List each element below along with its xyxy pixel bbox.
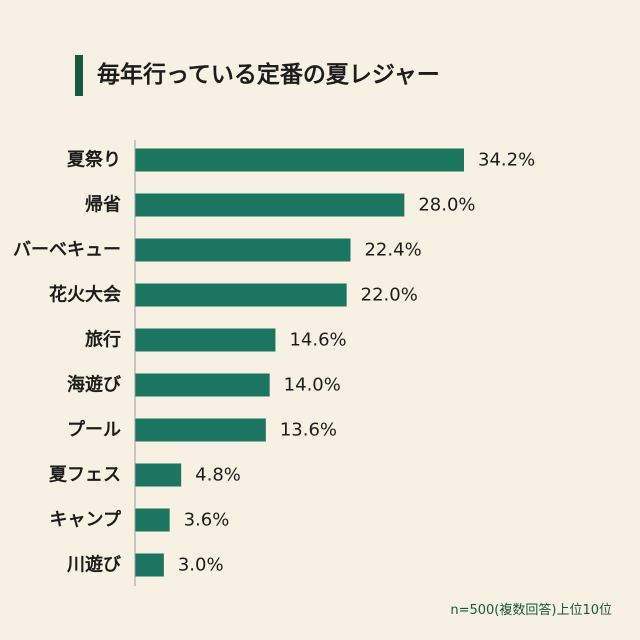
value-label: 3.6% [184,510,230,531]
category-label: 夏フェス [49,465,121,486]
value-label: 3.0% [178,555,224,576]
bar [135,328,276,352]
bar [135,238,351,262]
bar [135,508,170,532]
value-label: 34.2% [478,150,535,171]
bar [135,418,266,442]
bar [135,283,347,307]
value-label: 14.6% [289,330,346,351]
category-label: 帰省 [85,194,121,216]
category-label: 花火大会 [49,284,121,306]
value-label: 22.4% [364,240,421,261]
value-label: 22.0% [361,285,418,306]
category-label: 海遊び [67,374,122,396]
title-accent-bar [75,55,83,96]
value-label: 4.8% [195,465,241,486]
value-label: 13.6% [280,420,337,441]
value-label: 14.0% [284,375,341,396]
category-label: 旅行 [85,329,121,351]
bar [135,553,164,577]
value-label: 28.0% [418,195,475,216]
bar [135,148,464,172]
category-label: 川遊び [66,554,122,576]
bar [135,373,270,397]
chart-title: 毎年行っている定番の夏レジャー [97,62,440,88]
category-label: プール [67,419,121,441]
category-label: 夏祭り [67,149,121,171]
category-label: キャンプ [50,509,122,531]
sample-size-note: n=500(複数回答)上位10位 [450,603,612,618]
category-label: バーベキュー [13,240,121,261]
bar [135,193,405,217]
bar [135,463,182,487]
